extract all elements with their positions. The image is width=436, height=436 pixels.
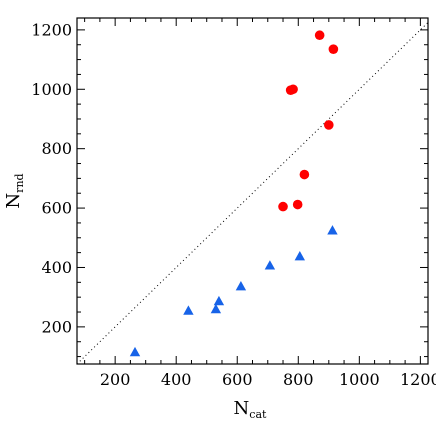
triangle-point (183, 305, 194, 315)
x-tick-label: 1200 (400, 370, 436, 389)
x-tick-label: 400 (161, 370, 192, 389)
circle-point (314, 30, 325, 41)
data-points (129, 30, 339, 357)
triangle-point (264, 260, 276, 270)
axis-ticks (77, 18, 428, 364)
triangle-point (210, 303, 222, 314)
circle-point (299, 169, 310, 180)
circle-point (292, 199, 303, 210)
plot-frame (76, 17, 429, 365)
circle-point (324, 120, 334, 130)
y-tick-label: 800 (41, 139, 72, 158)
circle-point (288, 84, 298, 95)
triangle-point (129, 346, 141, 357)
x-axis-label: Ncat (234, 398, 267, 421)
circle-point (328, 44, 339, 54)
x-tick-label: 600 (222, 370, 253, 389)
x-tick-label: 800 (283, 370, 314, 389)
reference-line (76, 22, 429, 365)
triangle-point (327, 225, 338, 235)
circle-point (278, 201, 288, 212)
y-axis-label: Nrnd (3, 173, 26, 208)
y-tick-label: 400 (41, 258, 72, 277)
tick-labels: 200 400 600 800 1000 1200 200 400 600 800 1000 1200 (31, 20, 436, 389)
x-tick-label: 200 (100, 370, 131, 389)
x-tick-label: 1000 (339, 370, 380, 389)
triangle-point (213, 295, 225, 306)
y-tick-label: 1200 (31, 20, 72, 39)
triangle-point (294, 250, 306, 261)
y-tick-label: 600 (41, 199, 72, 218)
y-tick-label: 1000 (31, 80, 72, 99)
reference-line-layer (76, 22, 429, 365)
triangle-point (235, 280, 247, 291)
plot-background (77, 18, 428, 364)
y-tick-label: 200 (41, 317, 72, 336)
